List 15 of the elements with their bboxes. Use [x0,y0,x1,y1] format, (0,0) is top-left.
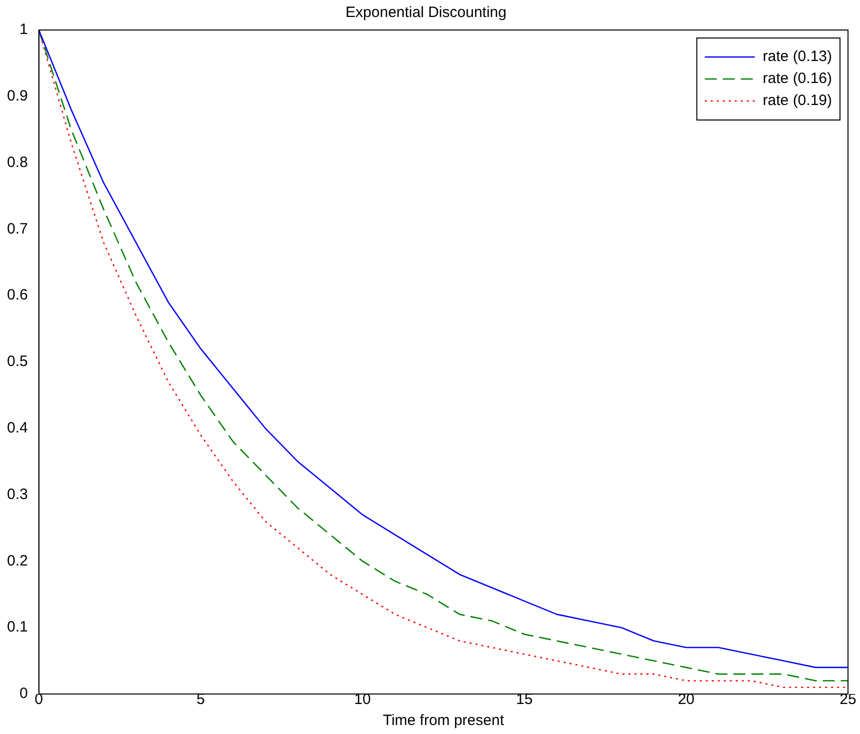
y-tick-label: 0.4 [6,420,28,437]
legend-label: rate (0.13) [762,48,832,66]
chart-title: Exponential Discounting [346,4,506,22]
y-tick-label: 0.7 [6,220,28,238]
y-tick-label: 1 [20,21,28,38]
y-tick-label: 0.9 [6,88,28,105]
y-tick-label: 0.5 [6,353,28,370]
legend-label: rate (0.16) [762,70,832,88]
y-tick-label: 0.2 [6,552,28,570]
x-axis-title: Time from present [382,712,505,730]
y-tick-label: 0.6 [6,286,28,304]
y-tick-label: 0.1 [6,618,28,636]
legend-label: rate (0.19) [762,92,832,110]
y-tick-label: 0.8 [6,154,28,171]
y-tick-label: 0.3 [6,486,28,503]
